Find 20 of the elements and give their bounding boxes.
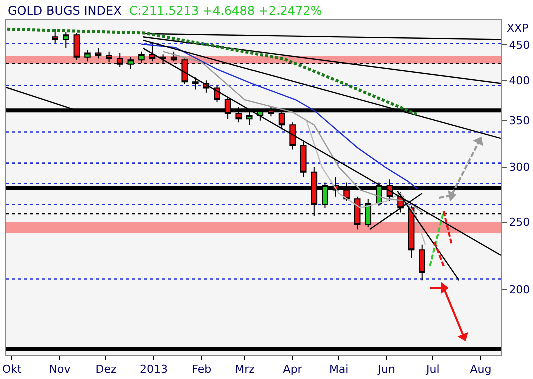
x-tick-label: Jul [426, 363, 440, 376]
chart-title: GOLD BUGS INDEX [8, 4, 122, 18]
y-tick-label: 250 [509, 216, 530, 230]
x-tick-label: Jun [377, 363, 396, 376]
x-tick-label: Apr [283, 363, 303, 376]
x-tick-label: Mrz [235, 363, 256, 376]
x-tick-label: Nov [49, 363, 72, 376]
x-tick-label: 2013 [140, 363, 168, 376]
y-tick-label: 350 [509, 114, 530, 128]
y-tick-label: 400 [509, 74, 530, 88]
x-tick-label: Okt [2, 363, 23, 376]
y-axis-title: XXP [507, 22, 530, 35]
x-tick-label: Dez [96, 363, 117, 376]
x-tick-label: Feb [192, 363, 212, 376]
y-tick-label: 200 [509, 283, 530, 296]
x-tick-label: Aug [470, 363, 492, 376]
y-tick-label: 450 [509, 38, 530, 52]
y-tick-label: 300 [509, 161, 530, 174]
x-tick-label: Mai [329, 363, 349, 376]
chart-subtitle: C:211.5213 +4.6488 +2.2472% [129, 4, 322, 18]
